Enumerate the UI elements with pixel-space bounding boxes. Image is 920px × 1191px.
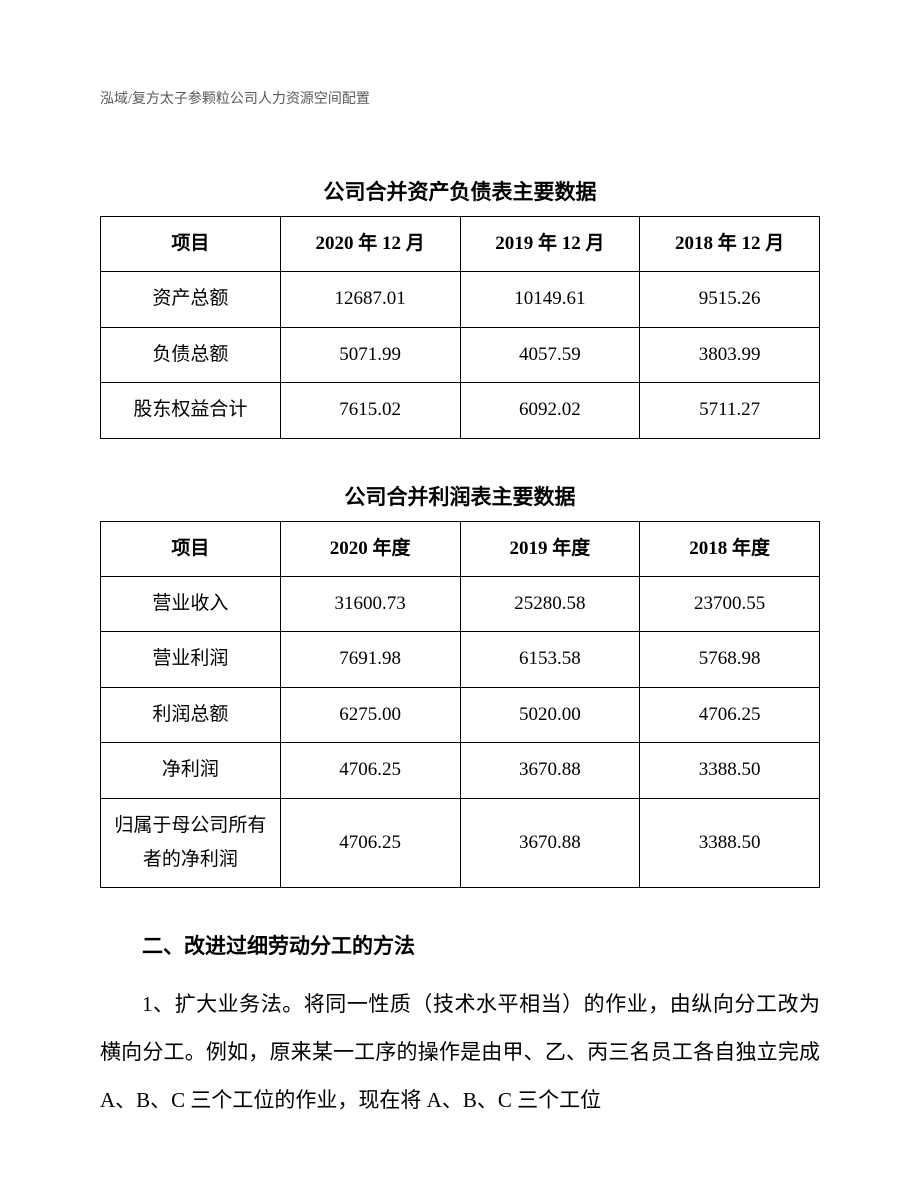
table-cell: 7615.02 [280, 383, 460, 438]
table-header-cell: 2020 年 12 月 [280, 217, 460, 272]
table-header-cell: 项目 [101, 521, 281, 576]
table-cell: 6092.02 [460, 383, 640, 438]
table-cell: 3670.88 [460, 743, 640, 798]
table-cell: 7691.98 [280, 632, 460, 687]
section-heading: 二、改进过细劳动分工的方法 [100, 930, 820, 960]
table-cell: 4057.59 [460, 327, 640, 382]
table-cell: 3803.99 [640, 327, 820, 382]
table-cell: 12687.01 [280, 272, 460, 327]
table-cell: 资产总额 [101, 272, 281, 327]
table-cell: 利润总额 [101, 687, 281, 742]
table-header-cell: 2019 年度 [460, 521, 640, 576]
table-cell: 10149.61 [460, 272, 640, 327]
section-paragraph: 1、扩大业务法。将同一性质（技术水平相当）的作业，由纵向分工改为横向分工。例如，… [100, 980, 820, 1125]
balance-sheet-table: 项目 2020 年 12 月 2019 年 12 月 2018 年 12 月 资… [100, 216, 820, 439]
table-row: 资产总额 12687.01 10149.61 9515.26 [101, 272, 820, 327]
table-cell: 6275.00 [280, 687, 460, 742]
table-cell: 3388.50 [640, 798, 820, 887]
table-cell: 4706.25 [640, 687, 820, 742]
table-cell: 23700.55 [640, 576, 820, 631]
table-header-cell: 2020 年度 [280, 521, 460, 576]
table-header-row: 项目 2020 年度 2019 年度 2018 年度 [101, 521, 820, 576]
table-row: 股东权益合计 7615.02 6092.02 5711.27 [101, 383, 820, 438]
table-cell: 负债总额 [101, 327, 281, 382]
table-header-cell: 2019 年 12 月 [460, 217, 640, 272]
table-cell: 5020.00 [460, 687, 640, 742]
table-header-cell: 项目 [101, 217, 281, 272]
page-header: 泓域/复方太子参颗粒公司人力资源空间配置 [100, 88, 820, 108]
table-cell: 6153.58 [460, 632, 640, 687]
table-cell: 3670.88 [460, 798, 640, 887]
income-statement-table: 项目 2020 年度 2019 年度 2018 年度 营业收入 31600.73… [100, 521, 820, 888]
table-header-cell: 2018 年度 [640, 521, 820, 576]
table-header-cell: 2018 年 12 月 [640, 217, 820, 272]
table-cell: 4706.25 [280, 743, 460, 798]
table-row: 净利润 4706.25 3670.88 3388.50 [101, 743, 820, 798]
table-cell: 净利润 [101, 743, 281, 798]
table-row: 归属于母公司所有者的净利润 4706.25 3670.88 3388.50 [101, 798, 820, 887]
table-cell: 5768.98 [640, 632, 820, 687]
table-cell: 31600.73 [280, 576, 460, 631]
table-cell: 股东权益合计 [101, 383, 281, 438]
table-row: 营业收入 31600.73 25280.58 23700.55 [101, 576, 820, 631]
table-cell: 5071.99 [280, 327, 460, 382]
table-row: 利润总额 6275.00 5020.00 4706.25 [101, 687, 820, 742]
table-cell: 9515.26 [640, 272, 820, 327]
table-cell: 归属于母公司所有者的净利润 [101, 798, 281, 887]
table-cell: 营业利润 [101, 632, 281, 687]
table-row: 营业利润 7691.98 6153.58 5768.98 [101, 632, 820, 687]
table2-title: 公司合并利润表主要数据 [100, 481, 820, 511]
table-cell: 营业收入 [101, 576, 281, 631]
table-cell: 5711.27 [640, 383, 820, 438]
table-cell: 25280.58 [460, 576, 640, 631]
table-cell: 3388.50 [640, 743, 820, 798]
table-header-row: 项目 2020 年 12 月 2019 年 12 月 2018 年 12 月 [101, 217, 820, 272]
table-cell: 4706.25 [280, 798, 460, 887]
table1-title: 公司合并资产负债表主要数据 [100, 176, 820, 206]
table-row: 负债总额 5071.99 4057.59 3803.99 [101, 327, 820, 382]
